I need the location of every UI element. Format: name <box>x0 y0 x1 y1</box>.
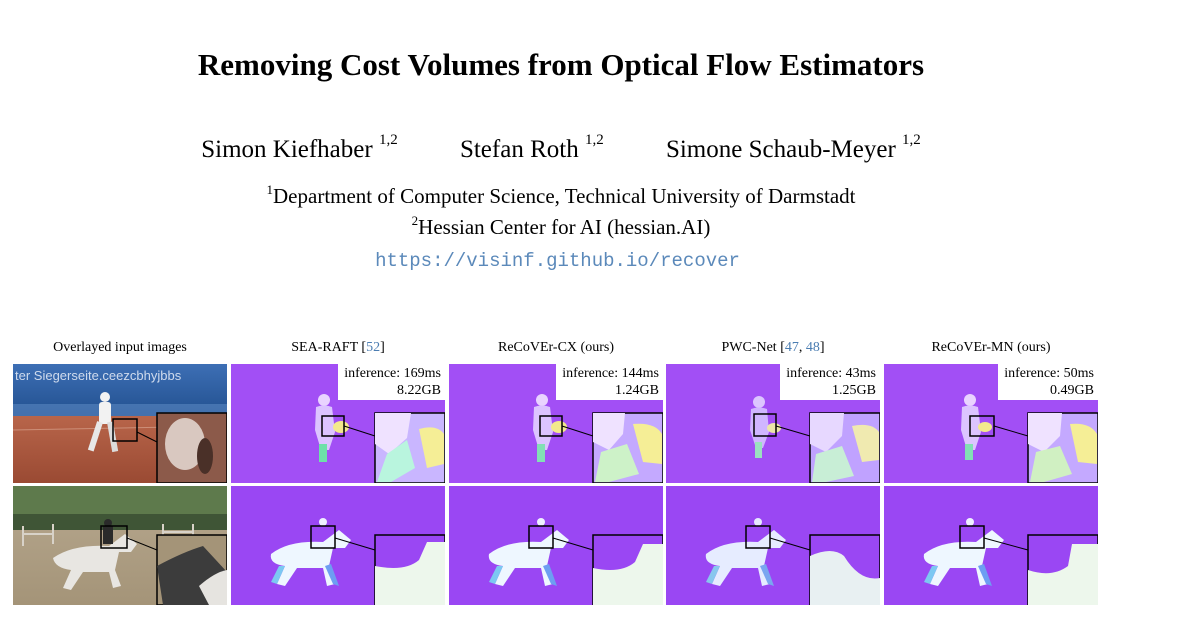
flow-recover-cx-horse <box>449 486 663 605</box>
citation-link[interactable]: 47 <box>784 340 799 355</box>
flow-recover-cx-tennis: inference: 144ms 1.24GB <box>449 364 663 483</box>
metrics-badge: inference: 43ms 1.25GB <box>780 364 880 400</box>
column-label-sea-raft: SEA-RAFT [52] <box>291 340 385 355</box>
affiliation-1: 1Department of Computer Science, Technic… <box>266 182 856 208</box>
input-image-tennis: ter Siegerseite.ceezcbhyjbbs <box>13 364 227 483</box>
affiliation-2: 2Hessian Center for AI (hessian.AI) <box>411 213 711 239</box>
flow-recover-mn-tennis: inference: 50ms 0.49GB <box>884 364 1098 483</box>
author-3: Simone Schaub-Meyer 1,2 <box>665 132 921 164</box>
metrics-badge: inference: 144ms 1.24GB <box>556 364 663 400</box>
citation-link[interactable]: 52 <box>366 340 381 355</box>
paper-title: Removing Cost Volumes from Optical Flow … <box>197 47 925 82</box>
column-label-pwc-net: PWC-Net [47, 48] <box>721 340 825 355</box>
column-label-recover-cx: ReCoVEr-CX (ours) <box>498 340 614 355</box>
metrics-badge: inference: 50ms 0.49GB <box>998 364 1098 400</box>
author-1: Simon Kiefhaber 1,2 <box>201 132 398 164</box>
flow-recover-mn-horse <box>884 486 1098 605</box>
banner-text: ter Siegerseite.ceezcbhyjbbs <box>15 368 182 383</box>
input-image-horse <box>13 486 227 605</box>
flow-sea-raft-horse <box>231 486 445 605</box>
flow-sea-raft-tennis: inference: 169ms 8.22GB <box>231 364 445 483</box>
metrics-badge: inference: 169ms 8.22GB <box>338 364 445 400</box>
flow-pwc-net-tennis: inference: 43ms 1.25GB <box>666 364 880 483</box>
author-2: Stefan Roth 1,2 <box>459 132 604 164</box>
column-label-input: Overlayed input images <box>53 340 187 355</box>
flow-pwc-net-horse <box>666 486 880 605</box>
column-label-recover-mn: ReCoVEr-MN (ours) <box>931 340 1051 355</box>
citation-link[interactable]: 48 <box>805 340 820 355</box>
project-url-link[interactable]: https://visinf.github.io/recover <box>375 250 740 272</box>
author-list: Simon Kiefhaber 1,2 Stefan Roth 1,2 Simo… <box>0 132 1122 164</box>
